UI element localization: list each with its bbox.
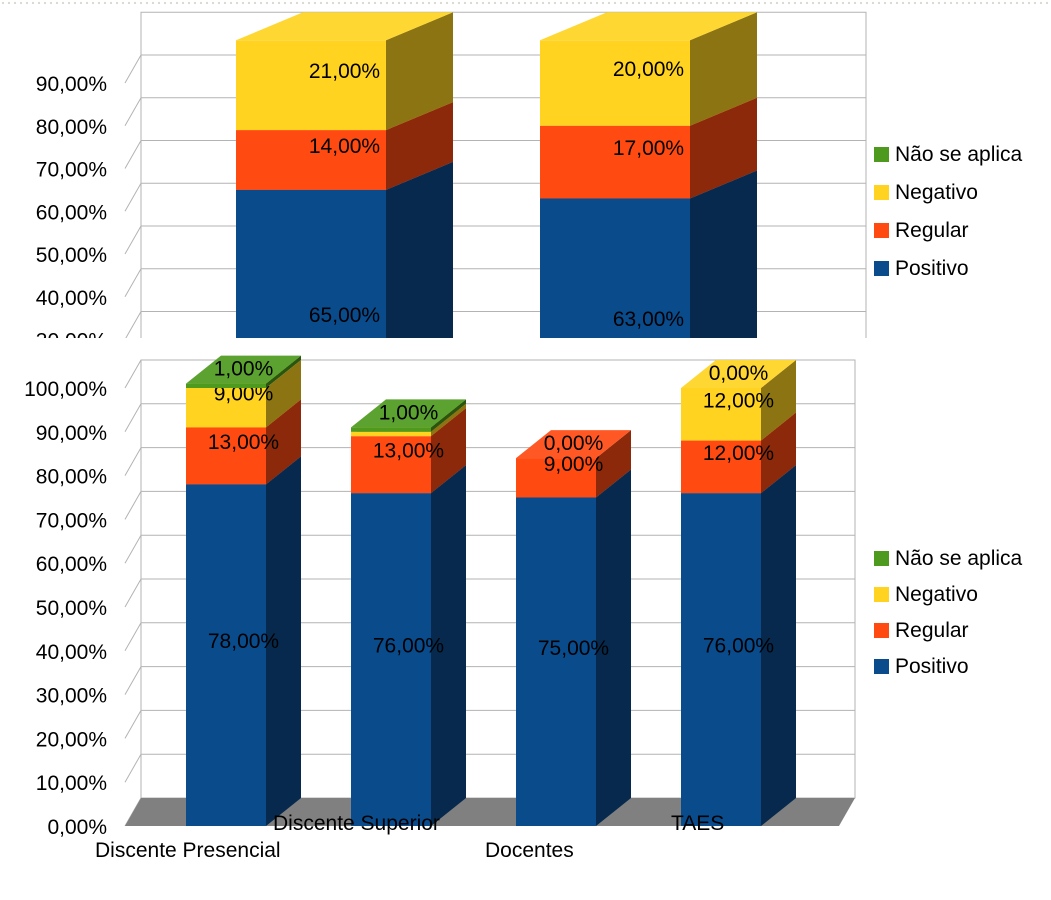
bottom-ytick-label: 100,00% xyxy=(24,378,107,401)
bottom-ytick-label: 30,00% xyxy=(36,685,107,708)
top-data-label-positivo-1: 65,00% xyxy=(309,304,380,327)
top-legend-label-regular: Regular xyxy=(895,219,969,242)
top-legend-label-positivo: Positivo xyxy=(895,257,969,280)
bottom-ytick-label: 10,00% xyxy=(36,772,107,795)
bottom-bar-regular-3 xyxy=(516,430,631,498)
top-ytick-label: 50,00% xyxy=(36,244,107,267)
bottom-bar-nao-se-aplica-2 xyxy=(351,399,466,432)
bottom-data-label-regular-2: 13,00% xyxy=(373,440,444,463)
bottom-ytick-label: 0,00% xyxy=(47,816,107,839)
bottom-data-label-positivo-1: 78,00% xyxy=(208,630,279,653)
bottom-data-label-regular-1: 13,00% xyxy=(208,431,279,454)
category-label-discente-presencial: Discente Presencial xyxy=(95,839,281,862)
top-bar-positivo-1 xyxy=(236,161,453,338)
bottom-ytick-label: 20,00% xyxy=(36,728,107,751)
bottom-data-label-negativo-4: 12,00% xyxy=(703,389,774,412)
bottom-data-label-nao-se-aplica-1: 1,00% xyxy=(214,358,274,381)
top-legend-swatch-negativo xyxy=(874,185,889,200)
bottom-data-label-nao-se-aplica-4: 0,00% xyxy=(709,362,769,385)
category-label-taes: TAES xyxy=(671,812,725,835)
bottom-bar-nao-se-aplica-1 xyxy=(186,355,301,388)
top-dotted-border xyxy=(0,0,1051,6)
top-data-label-positivo-2: 63,00% xyxy=(613,308,684,331)
top-ytick-label: 30,00% xyxy=(36,330,107,338)
bottom-ytick-label: 70,00% xyxy=(36,509,107,532)
bottom-data-label-nao-se-aplica-2: 1,00% xyxy=(379,401,439,424)
bottom-data-label-positivo-3: 75,00% xyxy=(538,637,609,660)
bottom-legend-label-negativo: Negativo xyxy=(895,583,978,606)
top-legend-swatch-positivo xyxy=(874,261,889,276)
bottom-data-label-positivo-2: 76,00% xyxy=(373,635,444,658)
top-ytick-label: 80,00% xyxy=(36,116,107,139)
top-legend-label-nao-se-aplica: Não se aplica xyxy=(895,143,1023,166)
bottom-ytick-label: 80,00% xyxy=(36,466,107,489)
bottom-gridline xyxy=(124,403,855,433)
chart-top: 30,00% 40,00% 50,00% 60,00% 70,00% 80,00% 90,0… xyxy=(36,11,1023,338)
bottom-floor xyxy=(125,798,855,826)
bottom-legend-label-nao-se-aplica: Não se aplica xyxy=(895,547,1023,570)
top-bar-negativo-1 xyxy=(236,12,453,131)
top-ytick-label: 60,00% xyxy=(36,201,107,224)
bottom-legend-swatch-regular xyxy=(874,623,889,638)
top-ytick-label: 70,00% xyxy=(36,159,107,182)
top-legend-swatch-regular xyxy=(874,223,889,238)
bottom-data-label-positivo-4: 76,00% xyxy=(703,635,774,658)
bottom-gridline xyxy=(124,359,855,389)
bottom-data-label-regular-4: 12,00% xyxy=(703,442,774,465)
bottom-data-label-negativo-1: 9,00% xyxy=(214,383,274,406)
bottom-legend-label-regular: Regular xyxy=(895,619,969,642)
chart-bottom: 0,00% 10,00% 20,00% 30,00% 40,00% 50,00% 60,00… xyxy=(24,355,1023,839)
bottom-bar-negativo-4 xyxy=(681,360,796,441)
bottom-ytick-label: 60,00% xyxy=(36,553,107,576)
bottom-data-label-nao-se-aplica-3: 0,00% xyxy=(544,432,604,455)
top-ytick-label: 90,00% xyxy=(36,73,107,96)
top-data-label-regular-2: 17,00% xyxy=(613,137,684,160)
bottom-ytick-label: 90,00% xyxy=(36,422,107,445)
bottom-legend-label-positivo: Positivo xyxy=(895,655,969,678)
category-label-discente-superior: Discente Superior xyxy=(273,812,440,835)
category-label-docentes: Docentes xyxy=(485,839,574,862)
top-ytick-label: 40,00% xyxy=(36,287,107,310)
bottom-data-label-regular-3: 9,00% xyxy=(544,453,604,476)
top-bar-negativo-2 xyxy=(540,12,757,126)
bottom-ytick-label: 50,00% xyxy=(36,597,107,620)
top-data-label-negativo-2: 20,00% xyxy=(613,58,684,81)
bottom-legend-swatch-nao-se-aplica xyxy=(874,551,889,566)
chart-bottom-panel: 0,00% 10,00% 20,00% 30,00% 40,00% 50,00% 60,00… xyxy=(0,338,1051,900)
top-data-label-regular-1: 14,00% xyxy=(309,135,380,158)
bottom-legend-swatch-positivo xyxy=(874,659,889,674)
bottom-ytick-label: 40,00% xyxy=(36,641,107,664)
top-data-label-negativo-1: 21,00% xyxy=(309,60,380,83)
chart-top-panel: 30,00% 40,00% 50,00% 60,00% 70,00% 80,00% 90,0… xyxy=(0,0,1051,338)
bottom-legend-swatch-negativo xyxy=(874,587,889,602)
top-legend-label-negativo: Negativo xyxy=(895,181,978,204)
top-legend-swatch-nao-se-aplica xyxy=(874,147,889,162)
